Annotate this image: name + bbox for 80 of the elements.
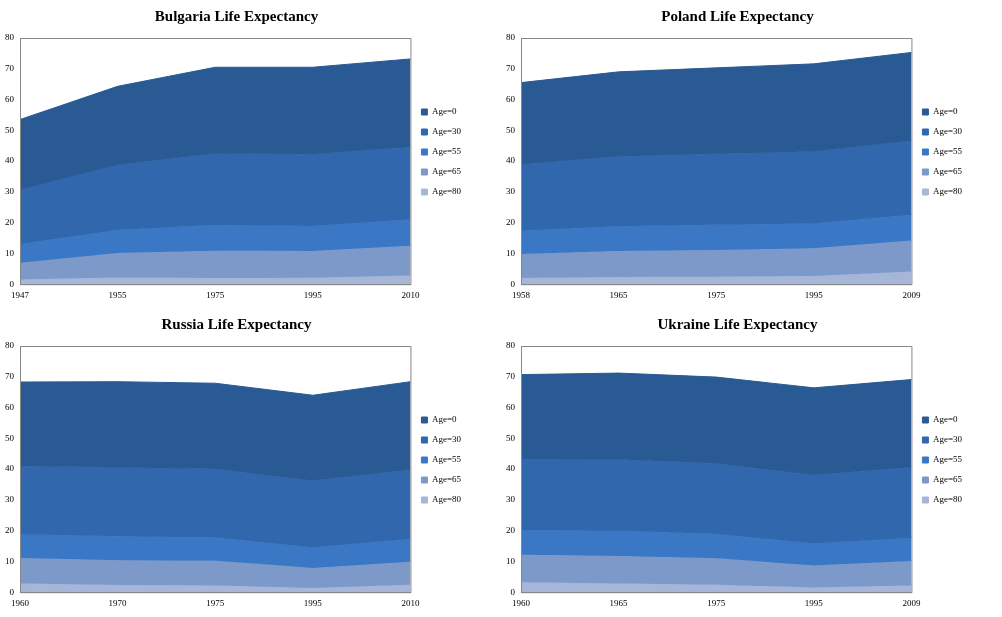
- y-tick-label: 50: [506, 432, 516, 443]
- y-tick-label: 20: [506, 217, 516, 228]
- legend-label: Age=65: [932, 166, 963, 177]
- legend-label: Age=55: [431, 454, 462, 465]
- legend-label: Age=65: [932, 474, 963, 485]
- y-tick-label: 30: [5, 186, 15, 197]
- chart-title: Poland Life Expectancy: [661, 7, 815, 24]
- y-tick-label: 10: [5, 555, 15, 566]
- y-tick-label: 50: [506, 124, 516, 135]
- x-tick-label: 2010: [401, 289, 420, 300]
- x-tick-label: 1975: [206, 597, 225, 608]
- x-tick-label: 2009: [902, 597, 921, 608]
- y-tick-label: 80: [506, 340, 516, 351]
- x-tick-label: 1995: [804, 289, 824, 300]
- legend-label: Age=55: [932, 454, 963, 465]
- chart-title: Bulgaria Life Expectancy: [154, 7, 319, 24]
- y-tick-label: 40: [506, 155, 516, 166]
- y-tick-label: 10: [506, 247, 516, 258]
- legend-label: Age=30: [431, 126, 462, 137]
- x-tick-label: 1975: [707, 597, 726, 608]
- y-tick-label: 60: [5, 401, 15, 412]
- y-tick-label: 40: [5, 463, 15, 474]
- y-tick-label: 70: [5, 371, 15, 382]
- y-tick-label: 20: [506, 525, 516, 536]
- x-tick-label: 1995: [303, 289, 323, 300]
- y-tick-label: 30: [5, 494, 15, 505]
- y-tick-label: 20: [5, 217, 15, 228]
- x-tick-label: 1965: [609, 289, 629, 300]
- x-tick-label: 2010: [401, 597, 420, 608]
- y-tick-label: 80: [5, 32, 15, 43]
- y-tick-label: 80: [5, 340, 15, 351]
- legend-label: Age=30: [932, 126, 963, 137]
- x-tick-label: 1960: [11, 597, 30, 608]
- x-tick-label: 1975: [206, 289, 225, 300]
- y-tick-label: 0: [510, 586, 516, 597]
- legend-label: Age=55: [431, 146, 462, 157]
- y-tick-label: 0: [9, 586, 15, 597]
- y-tick-label: 80: [506, 32, 516, 43]
- legend-label: Age=80: [431, 186, 462, 197]
- legend-label: Age=0: [431, 106, 457, 117]
- x-tick-label: 1965: [609, 597, 629, 608]
- y-tick-label: 70: [506, 371, 516, 382]
- x-tick-label: 1960: [512, 597, 531, 608]
- x-tick-label: 1995: [303, 597, 323, 608]
- y-tick-label: 0: [510, 278, 516, 289]
- y-tick-label: 40: [5, 155, 15, 166]
- x-tick-label: 1958: [512, 289, 531, 300]
- y-tick-label: 20: [5, 525, 15, 536]
- x-tick-label: 1955: [108, 289, 128, 300]
- y-tick-label: 70: [506, 63, 516, 74]
- legend-label: Age=0: [431, 414, 457, 425]
- x-tick-label: 2009: [902, 289, 921, 300]
- y-tick-label: 10: [5, 247, 15, 258]
- x-tick-label: 1970: [108, 597, 128, 608]
- legend-label: Age=65: [431, 474, 462, 485]
- y-tick-label: 50: [5, 124, 15, 135]
- legend-label: Age=0: [932, 106, 958, 117]
- y-tick-label: 40: [506, 463, 516, 474]
- y-tick-label: 10: [506, 555, 516, 566]
- y-tick-label: 0: [9, 278, 15, 289]
- chart-title: Russia Life Expectancy: [161, 315, 312, 332]
- legend-label: Age=80: [932, 494, 963, 505]
- y-tick-label: 60: [5, 93, 15, 104]
- y-tick-label: 60: [506, 93, 516, 104]
- y-tick-label: 60: [506, 401, 516, 412]
- legend-label: Age=0: [932, 414, 958, 425]
- x-tick-label: 1947: [11, 289, 30, 300]
- legend-label: Age=55: [932, 146, 963, 157]
- chart-title: Ukraine Life Expectancy: [657, 315, 818, 332]
- x-tick-label: 1995: [804, 597, 824, 608]
- legend-label: Age=80: [932, 186, 963, 197]
- legend-label: Age=80: [431, 494, 462, 505]
- y-tick-label: 30: [506, 494, 516, 505]
- x-tick-label: 1975: [707, 289, 726, 300]
- y-tick-label: 30: [506, 186, 516, 197]
- y-tick-label: 70: [5, 63, 15, 74]
- legend-label: Age=30: [932, 434, 963, 445]
- legend-label: Age=65: [431, 166, 462, 177]
- y-tick-label: 50: [5, 432, 15, 443]
- legend-label: Age=30: [431, 434, 462, 445]
